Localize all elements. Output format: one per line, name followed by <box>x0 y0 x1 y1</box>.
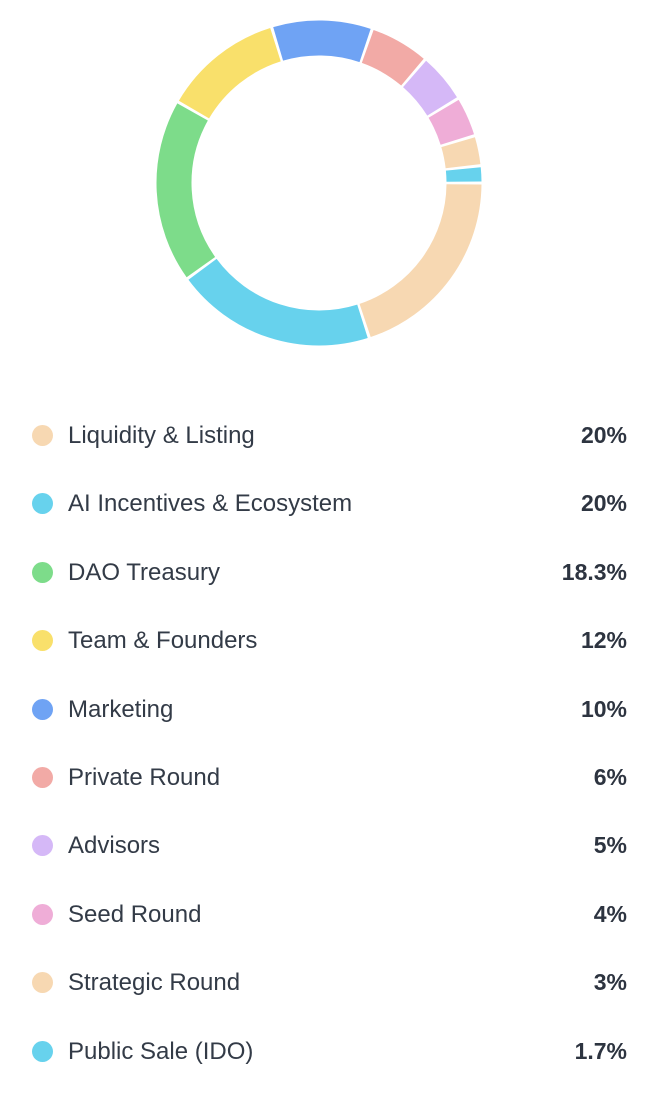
legend-value: 18.3% <box>561 558 627 585</box>
legend-value: 10% <box>580 695 627 722</box>
legend-item[interactable]: DAO Treasury 18.3% <box>0 538 662 606</box>
legend-label: Strategic Round <box>68 969 241 997</box>
legend-label: Public Sale (IDO) <box>68 1037 254 1065</box>
legend-label: Team & Founders <box>68 627 258 655</box>
donut-slice-2[interactable] <box>188 258 368 346</box>
legend-item[interactable]: Team & Founders 12% <box>0 606 662 674</box>
legend-swatch <box>32 425 53 446</box>
donut-slice-1[interactable] <box>359 183 482 338</box>
legend-item[interactable]: Seed Round 4% <box>0 880 662 948</box>
legend-value: 20% <box>580 422 627 448</box>
donut-slice-9[interactable] <box>441 137 481 169</box>
legend-value: 5% <box>593 832 627 859</box>
legend-swatch <box>32 835 53 857</box>
donut-slice-3[interactable] <box>156 103 216 278</box>
legend-item[interactable]: Advisors 5% <box>0 811 662 879</box>
legend-label: Seed Round <box>68 900 202 928</box>
donut-slice-8[interactable] <box>428 99 475 146</box>
legend-swatch <box>32 630 53 652</box>
legend-swatch <box>32 493 53 515</box>
legend-item[interactable]: Liquidity & Listing 20% <box>0 401 662 469</box>
legend-swatch <box>32 698 53 720</box>
legend-label: DAO Treasury <box>68 558 221 586</box>
legend-swatch <box>32 561 53 583</box>
legend-value: 6% <box>593 763 627 790</box>
legend-swatch <box>32 972 53 994</box>
legend-swatch <box>32 766 53 788</box>
legend-item[interactable]: AI Incentives & Ecosystem 20% <box>0 469 662 537</box>
legend-swatch <box>32 903 53 925</box>
donut-slice-6[interactable] <box>361 29 424 86</box>
legend-label: Advisors <box>68 832 161 860</box>
legend-item[interactable]: Private Round 6% <box>0 743 662 811</box>
legend-item[interactable]: Strategic Round 3% <box>0 948 662 1016</box>
legend-label: Marketing <box>68 695 174 723</box>
legend-value: 20% <box>580 490 627 517</box>
legend-label: AI Incentives & Ecosystem <box>68 490 353 518</box>
legend-item[interactable]: Marketing 10% <box>0 675 662 743</box>
legend-value: 1.7% <box>574 1037 627 1064</box>
donut-slice-5[interactable] <box>273 20 371 63</box>
legend-value: 3% <box>593 969 627 996</box>
legend-item[interactable]: Public Sale (IDO) 1.7% <box>0 1017 662 1085</box>
legend-value: 4% <box>593 900 627 927</box>
donut-slice-10[interactable] <box>445 167 482 182</box>
legend-label: Private Round <box>68 763 221 791</box>
donut-slice-7[interactable] <box>402 60 458 117</box>
donut-slice-4[interactable] <box>178 27 282 119</box>
legend-swatch <box>32 1040 53 1062</box>
donut-chart <box>156 20 482 346</box>
chart-legend: Liquidity & Listing 20% AI Incentives & Ec… <box>0 401 662 1085</box>
legend-label: Liquidity & Listing <box>68 422 255 449</box>
legend-value: 12% <box>580 627 627 654</box>
